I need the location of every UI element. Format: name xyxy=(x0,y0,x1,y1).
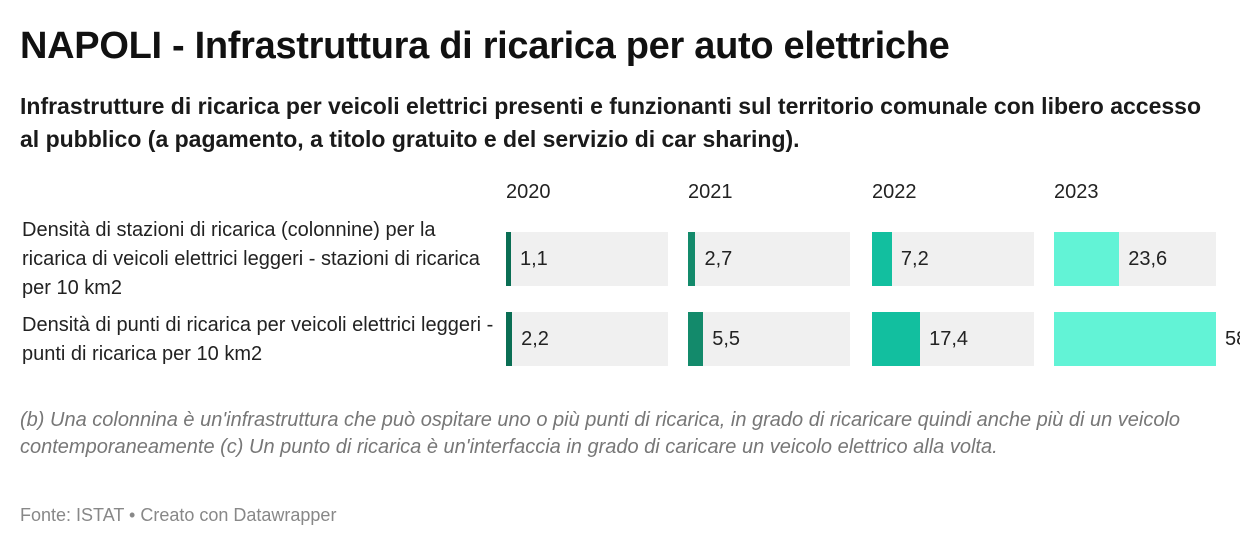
cell-2023-row-1: 23,6 xyxy=(1054,232,1216,286)
chart-subtitle: Infrastrutture di ricarica per veicoli e… xyxy=(20,93,1201,152)
bar-2021-row-1 xyxy=(688,232,696,286)
bar-2022-row-2 xyxy=(872,312,921,366)
value-label-2021-row-1: 2,7 xyxy=(704,248,733,270)
column-header-2021: 2021 xyxy=(688,181,733,203)
value-label-2023-row-1: 23,6 xyxy=(1128,248,1168,270)
cell-2023-row-2: 58,6 xyxy=(1054,312,1240,366)
value-label-2021-row-2: 5,5 xyxy=(712,328,741,350)
value-label-2020-row-1: 1,1 xyxy=(520,248,548,270)
cell-2021-row-2: 5,5 xyxy=(688,312,850,366)
value-label-2023-row-2: 58,6 xyxy=(1225,328,1240,350)
column-header-2023: 2023 xyxy=(1054,181,1099,203)
chart-title: NAPOLI - Infrastruttura di ricarica per … xyxy=(20,25,950,67)
cell-2021-row-1: 2,7 xyxy=(688,232,850,286)
cell-2022-row-2: 17,4 xyxy=(872,312,1034,366)
bar-2022-row-1 xyxy=(872,232,892,286)
bar-2023-row-2 xyxy=(1054,312,1216,366)
value-label-2022-row-1: 7,2 xyxy=(900,248,929,270)
bar-2020-row-2 xyxy=(506,312,513,366)
bar-2023-row-1 xyxy=(1054,232,1120,286)
column-header-2020: 2020 xyxy=(506,181,551,203)
bar-2021-row-2 xyxy=(688,312,704,366)
cell-2022-row-1: 7,2 xyxy=(872,232,1034,286)
row-label-1: Densità di stazioni di ricarica (colonni… xyxy=(22,219,480,299)
value-label-2020-row-2: 2,2 xyxy=(521,328,549,350)
source-credit: Fonte: ISTAT • Creato con Datawrapper xyxy=(20,505,337,525)
row-label-2: Densità di punti di ricarica per veicoli… xyxy=(22,314,494,365)
cell-2020-row-1: 1,1 xyxy=(506,232,668,286)
value-label-2022-row-2: 17,4 xyxy=(929,328,969,350)
chart-notes: (b) Una colonnina è un'infrastruttura ch… xyxy=(20,409,1181,458)
column-header-2022: 2022 xyxy=(872,181,917,203)
bar-2020-row-1 xyxy=(506,232,511,286)
cell-2020-row-2: 2,2 xyxy=(506,312,668,366)
